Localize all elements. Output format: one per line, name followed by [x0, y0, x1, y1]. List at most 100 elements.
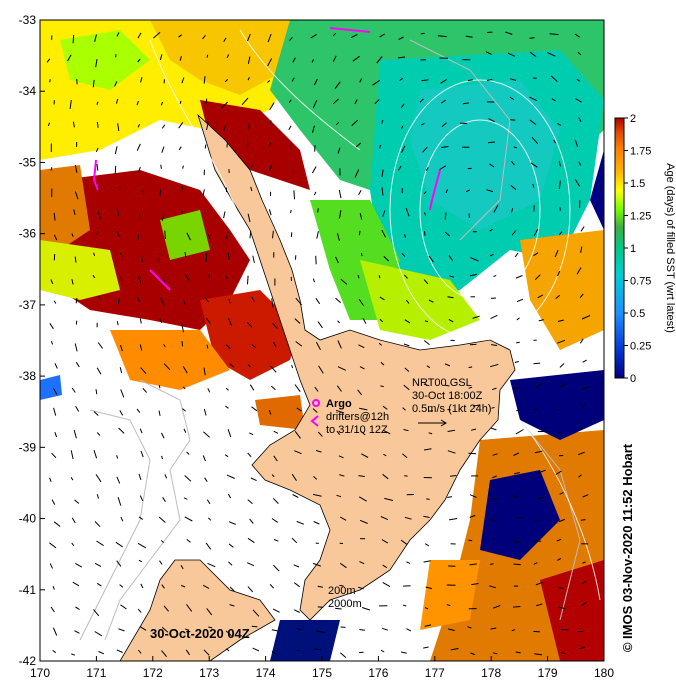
current-arrow — [49, 79, 51, 83]
current-arrow — [423, 515, 430, 518]
current-arrow — [400, 539, 408, 546]
current-arrow — [70, 450, 74, 460]
current-arrow — [206, 344, 209, 349]
current-arrow — [553, 139, 557, 144]
current-arrow — [533, 630, 540, 633]
current-arrow — [75, 297, 78, 304]
current-arrow — [246, 142, 249, 149]
current-arrow — [513, 563, 521, 566]
current-arrow — [181, 341, 184, 347]
current-arrow — [202, 189, 205, 196]
current-arrow — [382, 581, 391, 588]
current-arrow — [312, 408, 318, 413]
current-arrow — [227, 252, 230, 261]
current-arrow — [381, 539, 389, 544]
current-arrow — [359, 519, 368, 524]
current-arrow — [181, 77, 185, 84]
current-arrow — [267, 33, 272, 43]
current-arrow — [120, 516, 124, 522]
current-arrow — [241, 97, 249, 106]
current-arrow — [228, 543, 234, 548]
current-arrow — [574, 33, 580, 38]
current-arrow — [531, 136, 539, 145]
current-arrow — [119, 584, 124, 588]
current-arrow — [272, 230, 274, 239]
current-arrow — [227, 429, 232, 438]
current-arrow — [312, 278, 315, 283]
x-axis: 170 171 172 173 174 175 176 177 178 179 180 — [30, 656, 614, 680]
current-arrow — [444, 363, 451, 367]
current-arrow — [206, 122, 209, 131]
current-arrow — [445, 189, 448, 194]
current-arrow — [359, 212, 363, 220]
current-arrow — [204, 144, 207, 149]
current-arrow — [335, 122, 340, 126]
current-arrow — [467, 79, 473, 82]
current-arrow — [207, 388, 211, 393]
current-arrow — [536, 603, 543, 607]
current-arrow — [574, 139, 579, 148]
current-arrow — [136, 296, 140, 303]
colorbar-tick-label: 1.5 — [630, 178, 645, 190]
current-arrow — [406, 628, 412, 632]
current-arrow — [247, 275, 249, 285]
current-arrow — [361, 453, 369, 458]
current-arrow — [247, 537, 255, 544]
current-arrow — [513, 146, 518, 149]
x-tick-label: 180 — [594, 666, 614, 680]
current-arrow — [116, 649, 123, 653]
current-arrow — [534, 653, 543, 656]
current-arrow — [115, 98, 119, 104]
current-arrow — [490, 627, 497, 630]
current-arrow — [247, 452, 252, 458]
current-arrow — [382, 210, 386, 217]
drifter-tracks — [92, 27, 441, 291]
current-arrow — [337, 320, 340, 324]
current-arrow — [96, 163, 99, 171]
x-tick-label: 170 — [30, 666, 50, 680]
current-arrow — [423, 191, 427, 195]
current-arrow — [206, 499, 211, 505]
current-arrow — [94, 631, 103, 637]
current-arrow — [315, 255, 317, 265]
current-arrow — [115, 541, 123, 548]
current-arrow — [358, 298, 364, 306]
current-arrow — [205, 317, 211, 324]
current-arrow — [291, 365, 294, 369]
current-arrow — [202, 34, 206, 40]
current-arrow — [180, 564, 184, 570]
current-arrow — [117, 123, 120, 131]
current-arrow — [358, 230, 361, 236]
current-arrow — [314, 648, 322, 651]
current-arrow — [137, 58, 141, 63]
current-arrow — [73, 429, 77, 439]
nrt-line1: NRT00 GSL — [412, 377, 472, 389]
current-arrow — [581, 580, 587, 584]
current-arrow — [53, 234, 58, 241]
current-arrow — [294, 318, 301, 324]
current-arrow — [361, 607, 370, 611]
current-arrow — [203, 408, 207, 416]
current-arrow — [295, 297, 303, 306]
current-arrow — [447, 429, 456, 432]
current-arrow — [580, 519, 586, 521]
current-arrow — [49, 477, 52, 482]
current-arrow — [447, 296, 454, 299]
current-arrow — [579, 646, 586, 650]
current-arrow — [335, 256, 339, 264]
x-tick-label: 175 — [312, 666, 332, 680]
current-arrow — [471, 583, 479, 586]
current-arrow — [71, 279, 74, 285]
current-arrow — [509, 96, 515, 100]
current-arrow — [337, 366, 347, 371]
current-arrow — [558, 160, 561, 167]
current-arrow — [313, 521, 320, 525]
current-arrow — [402, 453, 408, 459]
current-arrow — [138, 516, 144, 520]
current-arrow — [49, 542, 57, 549]
current-arrow — [381, 187, 384, 196]
current-arrow — [469, 563, 477, 566]
current-arrow — [511, 629, 516, 632]
current-arrow — [247, 56, 251, 64]
